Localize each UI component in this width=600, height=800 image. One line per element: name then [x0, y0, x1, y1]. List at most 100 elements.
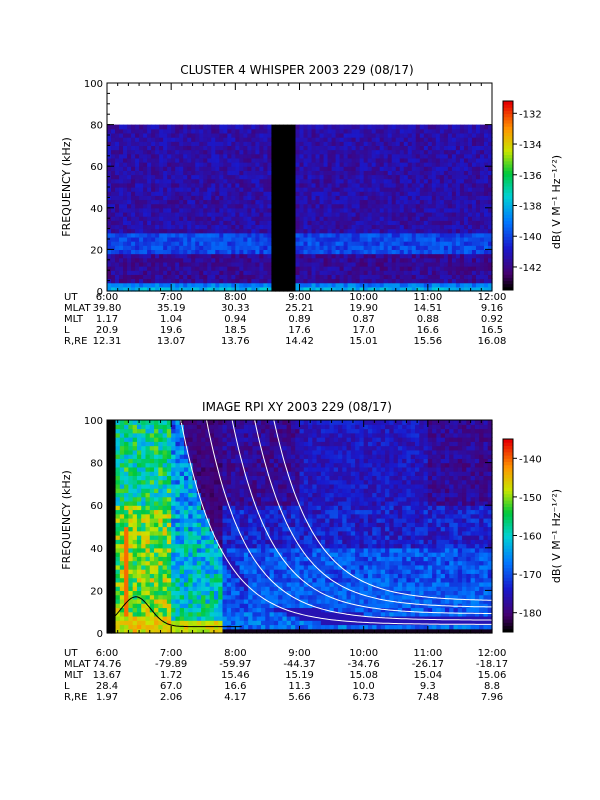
spectrogram-cell — [455, 137, 461, 142]
spectrogram-cell — [166, 628, 172, 634]
spectrogram-cell — [331, 261, 337, 267]
spectrogram-cell — [319, 178, 325, 184]
spectrogram-cell — [479, 141, 485, 146]
spectrogram-cell — [487, 132, 493, 138]
spectrogram-cell — [162, 615, 168, 621]
spectrogram-cell — [167, 232, 172, 238]
spectrogram-cell — [419, 137, 425, 142]
spectrogram-cell — [471, 149, 477, 155]
spectrogram-cell — [331, 174, 337, 180]
spectrogram-cell — [195, 207, 200, 213]
spectrogram-cell — [279, 128, 285, 134]
spectrogram-cell — [475, 249, 481, 255]
spectrogram-cell — [463, 253, 469, 259]
spectrogram-cell — [423, 211, 429, 217]
spectrogram-cell — [154, 449, 159, 455]
spectrogram-cell — [151, 266, 156, 271]
spectrogram-cell — [111, 241, 116, 246]
spectrogram-cell — [139, 278, 144, 284]
spectrogram-cell — [123, 195, 128, 201]
spectrogram-cell — [367, 211, 373, 217]
spectrogram-cell — [371, 236, 377, 242]
spectrogram-cell — [145, 449, 151, 455]
spectrogram-cell — [136, 586, 142, 591]
spectrogram-cell — [187, 278, 192, 284]
spectrogram-cell — [107, 475, 112, 481]
spectrogram-cell — [311, 211, 317, 217]
spectrogram-cell — [431, 195, 437, 201]
spectrogram-cell — [123, 216, 128, 221]
spectrogram-cell — [387, 178, 393, 184]
spectrogram-cell — [303, 124, 309, 130]
spectrogram-cell — [403, 228, 409, 234]
spectrogram-cell — [166, 500, 172, 506]
spectrogram-cell — [179, 535, 185, 540]
spectrogram-cell — [171, 449, 177, 455]
spectrogram-cell — [243, 253, 248, 259]
spectrogram-cell — [455, 195, 461, 201]
spectrogram-cell — [303, 162, 309, 167]
spectrogram-cell — [407, 195, 413, 201]
spectrogram-cell — [259, 137, 265, 142]
spectrogram-cell — [439, 145, 445, 151]
spectrogram-cell — [132, 560, 138, 566]
spectrogram-cell — [307, 178, 313, 184]
spectrogram-cell — [115, 547, 121, 553]
spectrogram-cell — [135, 182, 140, 188]
spectrogram-cell — [158, 560, 164, 566]
spectrogram-cell — [179, 496, 185, 502]
spectrogram-cell — [267, 199, 273, 205]
spectrogram-cell — [363, 132, 369, 138]
spectrogram-cell — [379, 224, 385, 230]
spectrogram-cell — [295, 224, 301, 230]
spectrogram-cell — [291, 266, 297, 271]
spectrogram-cell — [415, 203, 421, 209]
spectrogram-cell — [158, 424, 164, 430]
spectrogram-cell — [371, 203, 377, 209]
spectrogram-cell — [283, 157, 289, 163]
spectrogram-cell — [359, 220, 365, 226]
spectrogram-cell — [154, 581, 159, 587]
spectrogram-cell — [407, 249, 413, 255]
spectrogram-cell — [263, 245, 269, 250]
spectrogram-cell — [371, 174, 377, 180]
spectrogram-cell — [166, 471, 172, 476]
spectrogram-cell — [141, 560, 147, 566]
spectrogram-cell — [407, 170, 413, 176]
spectrogram-cell — [119, 505, 125, 511]
spectrogram-cell — [299, 282, 305, 288]
spectrogram-cell — [171, 286, 176, 292]
spectrogram-cell — [127, 153, 132, 159]
spectrogram-cell — [149, 522, 155, 528]
spectrogram-cell — [128, 432, 134, 438]
spectrogram-cell — [483, 286, 489, 292]
spectrogram-cell — [223, 282, 228, 288]
spectrogram-cell — [227, 282, 232, 288]
spectrogram-cell — [211, 228, 216, 234]
spectrogram-cell — [111, 500, 117, 506]
spectrogram-cell — [415, 216, 421, 221]
spectrogram-cell — [171, 420, 177, 425]
spectrogram-cell — [158, 492, 164, 498]
colorbar-cell — [503, 283, 513, 288]
spectrogram-cell — [307, 203, 313, 209]
spectrogram-cell — [267, 166, 273, 171]
spectrogram-cell — [251, 207, 256, 213]
spectrogram-cell — [179, 615, 185, 621]
spectrogram-cell — [255, 199, 260, 205]
spectrogram-cell — [243, 282, 248, 288]
spectrogram-cell — [179, 543, 185, 549]
spectrogram-cell — [379, 228, 385, 234]
spectrogram-cell — [291, 207, 297, 213]
spectrogram-cell — [149, 458, 155, 464]
spectrogram-cell — [123, 220, 128, 226]
spectrogram-cell — [451, 286, 457, 292]
spectrogram-cell — [162, 513, 168, 519]
spectrogram-cell — [351, 137, 357, 142]
spectrogram-cell — [395, 166, 401, 171]
spectrogram-cell — [427, 178, 433, 184]
spectrogram-cell — [343, 178, 349, 184]
spectrogram-cell — [319, 286, 325, 292]
spectrogram-cell — [435, 162, 441, 167]
spectrogram-cell — [151, 282, 156, 288]
